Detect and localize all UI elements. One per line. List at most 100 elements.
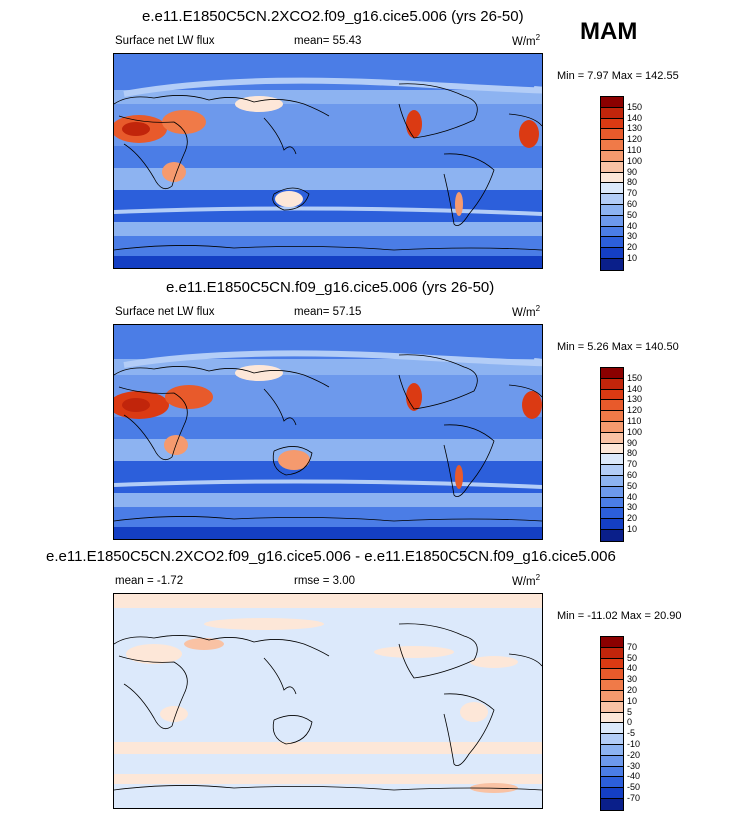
panel-3-mean-label: mean = -1.72: [115, 575, 184, 587]
panel-2-map: [113, 324, 543, 540]
colorbar-tick-label: 110: [627, 145, 642, 155]
colorbar-swatch: [601, 497, 623, 509]
colorbar-tick-label: -20: [627, 749, 641, 760]
colorbar-swatch: [601, 368, 623, 379]
colorbar-tick-label: 70: [627, 641, 638, 652]
colorbar-swatch: [601, 519, 623, 530]
colorbar-tick-label: 130: [627, 394, 643, 405]
colorbar-tick-label: 140: [627, 383, 643, 394]
colorbar-swatch: [601, 140, 623, 151]
panel-1-map: [113, 53, 543, 269]
colorbar-tick-label: 60: [627, 470, 638, 480]
colorbar-tick-label: 100: [627, 426, 643, 437]
panel-2-map-field: [114, 325, 542, 539]
colorbar-swatch: [601, 258, 623, 270]
colorbar-swatch: [601, 204, 623, 216]
colorbar-tick-label: 70: [627, 188, 638, 199]
panel-3-title: e.e11.E1850C5CN.2XCO2.f09_g16.cice5.006 …: [46, 548, 616, 565]
colorbar-swatch: [601, 432, 623, 444]
panel-1-field-label: Surface net LW flux: [115, 35, 215, 47]
panel-2-title: e.e11.E1850C5CN.f09_g16.cice5.006 (yrs 2…: [166, 279, 495, 296]
colorbar-swatch: [601, 226, 623, 238]
panel-1-units: W/m2: [512, 33, 541, 48]
colorbar-swatch: [601, 744, 623, 756]
colorbar-tick-label: 5: [627, 706, 633, 717]
colorbar-swatch: [601, 529, 623, 541]
colorbar-tick-label: 50: [627, 480, 638, 491]
panel-2-mean-label: mean= 57.15: [294, 306, 362, 318]
colorbar-tick-label: 30: [627, 231, 638, 242]
colorbar-swatch: [601, 172, 623, 184]
colorbar-swatch: [601, 237, 623, 249]
colorbar-swatch: [601, 421, 623, 433]
panel-3-rmse-label: rmse = 3.00: [294, 575, 356, 587]
colorbar-swatch: [601, 183, 623, 195]
colorbar-swatch: [601, 669, 623, 681]
panel-1-mean-label: mean= 55.43: [294, 35, 362, 47]
colorbar-swatch: [601, 465, 623, 476]
colorbar-tick-label: 40: [627, 491, 638, 502]
colorbar-swatch: [601, 411, 623, 422]
colorbar-swatch: [601, 658, 623, 670]
colorbar-swatch: [601, 97, 623, 108]
colorbar-tick-label: -10: [627, 739, 641, 749]
colorbar-swatch: [601, 777, 623, 789]
colorbar-tick-label: 110: [627, 416, 642, 426]
colorbar-swatch: [601, 248, 623, 259]
colorbar-swatch: [601, 723, 623, 735]
colorbar-swatch: [601, 755, 623, 767]
colorbar-tick-label: 30: [627, 674, 638, 685]
colorbar-swatch: [601, 118, 623, 130]
colorbar-tick-label: 10: [627, 695, 638, 706]
colorbar-tick-label: 0: [627, 717, 633, 728]
colorbar-swatch: [601, 680, 623, 691]
colorbar-swatch: [601, 378, 623, 390]
colorbar-swatch: [601, 647, 623, 659]
colorbar-tick-label: 10: [627, 524, 638, 534]
colorbar-swatch: [601, 443, 623, 455]
colorbar-swatch: [601, 637, 623, 648]
colorbar-swatch: [601, 701, 623, 713]
colorbar-swatch: [601, 788, 623, 799]
colorbar-tick-label: 120: [627, 405, 643, 416]
colorbar-tick-label: 120: [627, 134, 643, 145]
panel-3-map: [113, 593, 543, 809]
colorbar-swatch: [601, 215, 623, 227]
colorbar-swatch: [601, 766, 623, 778]
colorbar-tick-label: -30: [627, 760, 641, 771]
colorbar-swatch: [601, 798, 623, 810]
panel-1-map-field: [114, 54, 542, 268]
colorbar-tick-label: 100: [627, 155, 643, 166]
colorbar-tick-label: 70: [627, 459, 638, 470]
colorbar-tick-label: 10: [627, 253, 638, 263]
colorbar-swatch: [601, 712, 623, 724]
colorbar-tick-label: 30: [627, 502, 638, 513]
colorbar-tick-label: 40: [627, 663, 638, 674]
colorbar-swatch: [601, 690, 623, 702]
colorbar-swatch: [601, 107, 623, 119]
colorbar-tick-label: 20: [627, 685, 638, 695]
colorbar-tick-label: 150: [627, 372, 643, 383]
colorbar-swatch: [601, 508, 623, 520]
colorbar-tick-label: 40: [627, 220, 638, 231]
panel-3-map-field: [114, 594, 542, 808]
colorbar-swatch: [601, 389, 623, 401]
colorbar-tick-label: 20: [627, 513, 638, 524]
colorbar-tick-label: 130: [627, 123, 643, 134]
colorbar-tick-label: 20: [627, 242, 638, 253]
colorbar-tick-label: 150: [627, 101, 643, 112]
panel-2-minmax: Min = 5.26 Max = 140.50: [557, 341, 679, 353]
panel-3-colorbar: [600, 636, 624, 811]
colorbar-tick-label: 80: [627, 177, 638, 188]
colorbar-tick-label: -5: [627, 728, 636, 739]
colorbar-tick-label: -70: [627, 793, 641, 803]
colorbar-tick-label: 140: [627, 112, 643, 123]
colorbar-tick-label: 90: [627, 166, 638, 177]
colorbar-swatch: [601, 161, 623, 173]
colorbar-swatch: [601, 400, 623, 412]
colorbar-tick-label: 90: [627, 437, 638, 448]
colorbar-swatch: [601, 486, 623, 498]
colorbar-swatch: [601, 129, 623, 141]
panel-3-minmax: Min = -11.02 Max = 20.90: [557, 610, 682, 622]
colorbar-tick-label: 50: [627, 652, 638, 663]
